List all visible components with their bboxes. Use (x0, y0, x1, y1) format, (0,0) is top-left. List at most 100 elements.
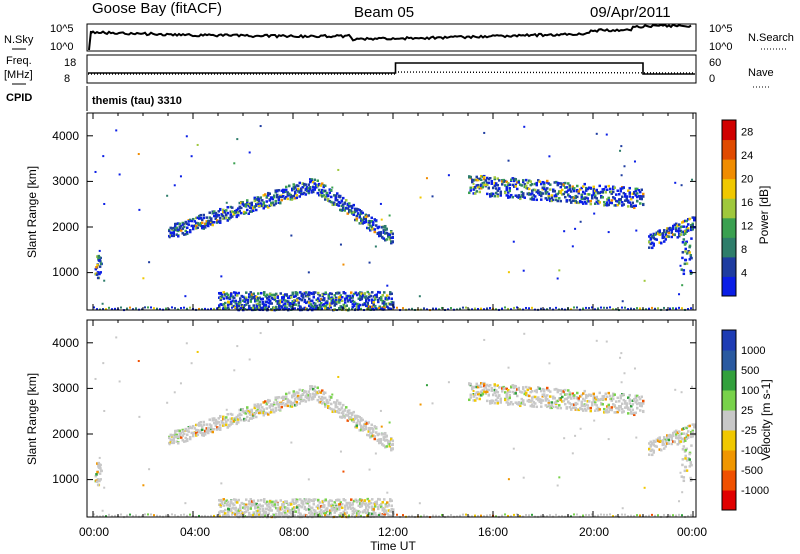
velocity-echo-cell (172, 436, 175, 440)
power-echo-cell (208, 219, 211, 223)
velocity-echo-cell (637, 396, 640, 399)
velocity-echo-cell (631, 399, 634, 403)
power-echo-cell (564, 186, 567, 189)
power-echo-cell (172, 234, 175, 238)
power-echo-cell (277, 196, 280, 199)
velocity-echo-cell (339, 513, 342, 516)
velocity-echo-cell (525, 513, 527, 516)
power-echo-cell (385, 227, 388, 231)
velocity-echo-cell (631, 412, 634, 415)
velocity-echo-cell (381, 506, 384, 510)
velocity-echo-cell (567, 400, 570, 404)
power-echo-cell (594, 202, 597, 205)
velocity-echo-cell (483, 388, 486, 392)
velocity-echo-cell (688, 424, 691, 428)
velocity-echo-cell (690, 431, 693, 434)
velocity-echo-cell (184, 436, 187, 440)
power-echo-cell (585, 202, 588, 205)
velocity-echo-cell (222, 514, 224, 517)
velocity-echo-cell (267, 505, 270, 508)
power-echo-cell (378, 296, 381, 300)
power-echo-cell (601, 188, 604, 191)
velocity-echo-cell (295, 400, 298, 404)
velocity-echo-cell (685, 469, 689, 472)
velocity-echo-cell (219, 510, 222, 513)
velocity-echo-cell (553, 396, 556, 400)
power-echo-cell (229, 205, 232, 209)
power-echo-cell (583, 182, 586, 186)
power-echo-cell (186, 222, 189, 226)
date-title: 09/Apr/2011 (590, 4, 671, 21)
power-echo-cell (244, 211, 247, 215)
velocity-echo-cell (516, 402, 519, 405)
velocity-echo-cell (295, 395, 298, 399)
velocity-echo-cell (249, 417, 252, 420)
power-echo-cell (231, 295, 234, 298)
velocity-echo-cell (276, 396, 279, 400)
velocity-echo-cell (173, 391, 176, 394)
velocity-echo-cell (601, 403, 604, 406)
velocity-echo-cell (600, 397, 603, 401)
power-echo-cell (489, 177, 492, 180)
velocity-echo-cell (296, 506, 299, 509)
velocity-echo-cell (588, 407, 591, 410)
velocity-axis-ticks (87, 320, 696, 517)
velocity-echo-cell (327, 504, 330, 507)
velocity-echo-cell (552, 405, 555, 409)
power-echo-cell (330, 200, 333, 204)
power-echo-cell (336, 300, 339, 304)
velocity-echo-cell (670, 434, 673, 438)
power-echo-cell (606, 198, 609, 201)
power-echo-cell (633, 204, 636, 208)
power-echo-cell (663, 240, 666, 243)
velocity-echo-cell (286, 404, 289, 408)
power-plot-background (87, 113, 696, 310)
power-echo-cell (98, 265, 102, 268)
velocity-echo-cell (252, 413, 255, 416)
power-echo-cell (350, 296, 353, 300)
velocity-echo-cell (643, 486, 646, 489)
velocity-echo-cell (340, 416, 343, 419)
power-echo-cell (523, 183, 526, 186)
velocity-echo-cell (358, 423, 361, 426)
velocity-echo-cell (204, 433, 207, 436)
power-echo-cell (681, 256, 684, 260)
velocity-echo-cell (216, 426, 219, 429)
velocity-echo-cell (95, 480, 99, 483)
power-echo-cell (389, 292, 392, 296)
power-echo-cell (354, 302, 357, 305)
velocity-echo-cell (621, 408, 624, 411)
velocity-echo-cell (213, 421, 216, 425)
velocity-echo-cell (366, 422, 369, 425)
power-echo-cell (199, 213, 202, 217)
velocity-echo-cell (252, 503, 255, 506)
power-echo-cell (219, 216, 222, 220)
velocity-echo-cell (577, 408, 580, 412)
power-echo-cell (685, 230, 688, 233)
power-echo-cell (262, 194, 265, 197)
power-echo-cell (561, 183, 564, 186)
power-echo-cell (535, 181, 538, 185)
power-echo-cell (561, 188, 564, 192)
velocity-echo-cell (663, 443, 666, 446)
power-echo-cell (258, 198, 261, 201)
power-echo-cell (607, 198, 610, 202)
velocity-echo-cell (688, 452, 691, 456)
power-echo-cell (390, 300, 393, 304)
velocity-echo-cell (249, 498, 252, 501)
power-echo-cell (304, 183, 307, 186)
power-echo-cell (273, 293, 276, 297)
power-echo-cell (357, 292, 360, 295)
velocity-echo-cell (685, 435, 688, 438)
velocity-echo-cell (205, 427, 208, 430)
power-echo-cell (192, 227, 195, 231)
power-echo-cell (627, 199, 630, 202)
velocity-colorbar-segment (722, 390, 736, 411)
velocity-echo-cell (685, 447, 688, 451)
power-echo-cell (477, 183, 480, 187)
power-echo-cell (375, 293, 378, 296)
power-echo-cell (287, 300, 290, 303)
velocity-echo-cell (318, 400, 321, 404)
velocity-echo-cell (181, 430, 184, 433)
velocity-echo-cell (378, 438, 381, 441)
